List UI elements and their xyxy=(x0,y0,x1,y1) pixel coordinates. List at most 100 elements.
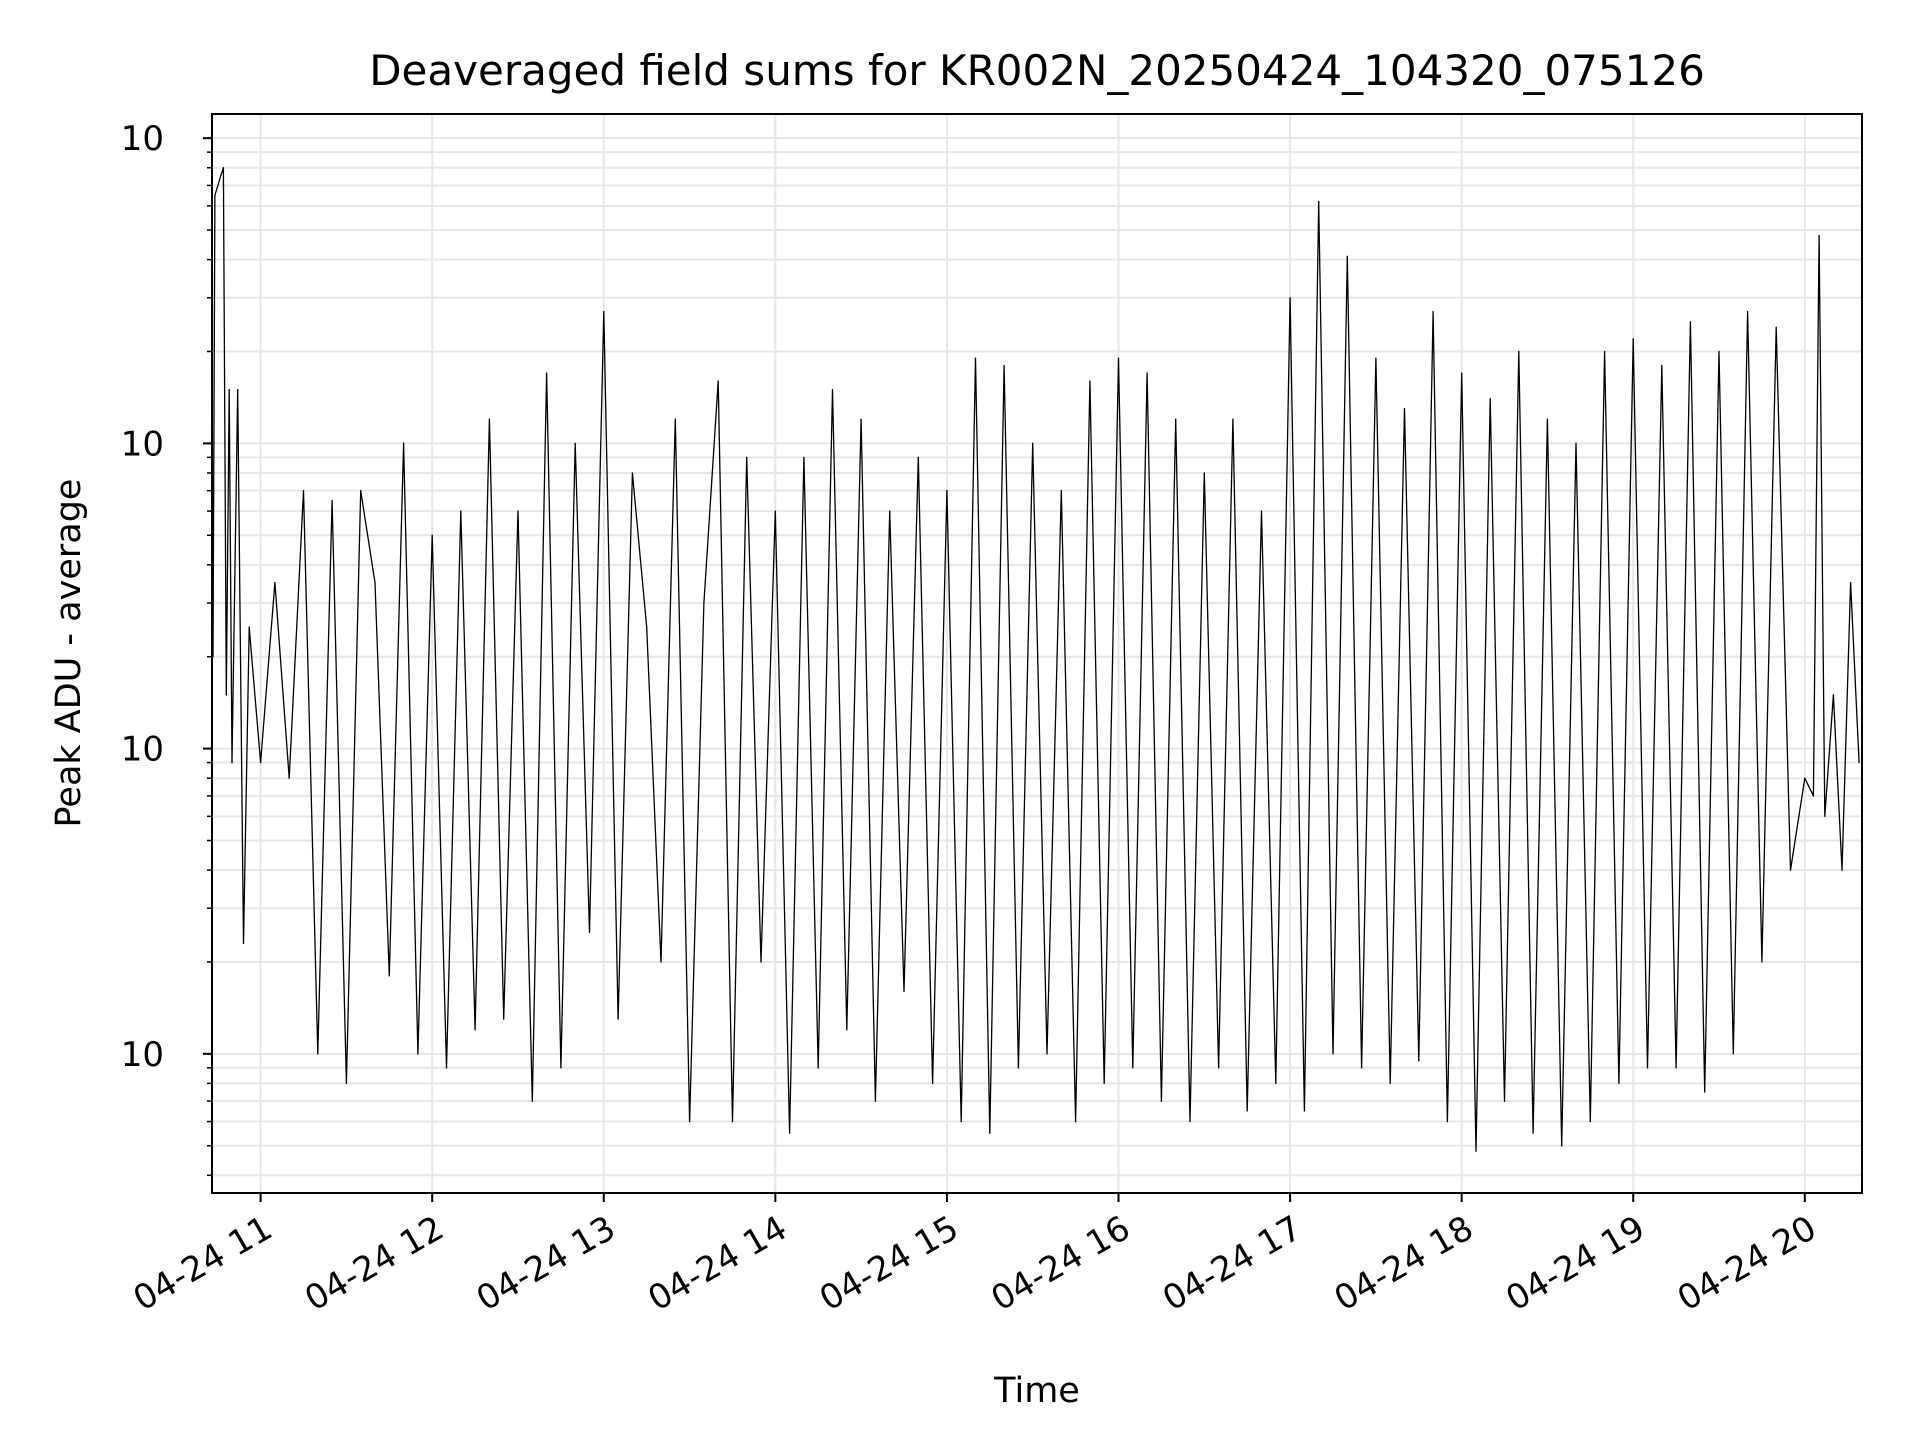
data-point xyxy=(1375,357,1377,359)
data-point xyxy=(214,194,216,196)
data-point xyxy=(1217,1067,1220,1069)
data-point xyxy=(932,1082,934,1085)
data-point xyxy=(874,1100,877,1102)
data-point xyxy=(1575,442,1577,444)
data-point xyxy=(1812,795,1814,797)
data-point xyxy=(1747,311,1749,313)
x-tick-label: 04-24 20 xyxy=(1671,1208,1823,1319)
data-point xyxy=(831,389,834,391)
data-point xyxy=(1618,1082,1620,1085)
data-point xyxy=(474,1029,476,1031)
data-point xyxy=(1432,311,1434,313)
data-point xyxy=(228,389,230,391)
data-point xyxy=(345,1082,348,1085)
data-point xyxy=(1032,442,1034,444)
data-point xyxy=(545,372,548,374)
data-point xyxy=(1318,200,1320,203)
data-point xyxy=(1661,364,1663,367)
data-point xyxy=(1532,1132,1534,1134)
data-point xyxy=(1117,357,1120,359)
data-point xyxy=(274,581,276,584)
data-point xyxy=(1232,418,1234,420)
data-point xyxy=(1489,398,1491,400)
data-point xyxy=(460,510,462,512)
data-point xyxy=(417,1053,419,1055)
x-ticks: 04-24 11 04-24 12 04-24 13 04-24 14 04-24 15… xyxy=(127,1193,1823,1319)
data-point xyxy=(248,626,250,628)
data-point xyxy=(1824,815,1826,817)
data-point xyxy=(1075,1120,1077,1123)
data-point xyxy=(488,418,490,420)
data-point xyxy=(237,389,239,391)
data-point xyxy=(960,1120,962,1123)
data-point xyxy=(574,442,576,444)
data-point xyxy=(225,694,227,696)
chart-title: Deaveraged field sums for KR002N_2025042… xyxy=(369,46,1705,95)
data-point xyxy=(431,534,433,536)
data-point xyxy=(231,761,233,764)
x-tick-label: 04-24 13 xyxy=(470,1208,622,1319)
data-point xyxy=(1689,321,1692,323)
data-point xyxy=(617,1018,619,1020)
data-point xyxy=(1849,581,1852,584)
data-point xyxy=(789,1132,791,1134)
data-point xyxy=(1303,1110,1305,1112)
data-point xyxy=(1561,1145,1563,1147)
data-point xyxy=(903,990,905,993)
data-point xyxy=(760,961,762,963)
data-point xyxy=(388,975,390,977)
data-point xyxy=(1160,1100,1162,1102)
data-point xyxy=(1203,472,1205,474)
data-point xyxy=(1060,490,1062,492)
data-point xyxy=(1475,1150,1477,1152)
data-point xyxy=(1804,777,1806,779)
data-point xyxy=(317,1053,319,1055)
data-point xyxy=(1003,364,1005,367)
data-point xyxy=(1818,234,1820,237)
data-point xyxy=(1332,1053,1334,1055)
data-point xyxy=(889,510,891,512)
data-point xyxy=(717,380,719,382)
data-point xyxy=(517,510,519,512)
data-point xyxy=(288,777,290,779)
y-ticks: 105106107108 xyxy=(121,119,212,1177)
data-point xyxy=(1389,1082,1391,1085)
data-point xyxy=(974,357,977,359)
data-point xyxy=(360,490,362,492)
data-point xyxy=(588,931,591,933)
data-point xyxy=(1089,380,1091,382)
data-point xyxy=(1260,510,1263,512)
data-point xyxy=(331,499,333,502)
x-tick-label: 04-24 15 xyxy=(813,1208,965,1319)
data-point xyxy=(242,942,245,945)
data-point xyxy=(560,1067,562,1069)
data-point xyxy=(646,626,648,628)
data-point xyxy=(1017,1067,1020,1069)
y-tick-label: 10 xyxy=(121,424,164,464)
data-point xyxy=(1675,1067,1677,1069)
data-point xyxy=(1503,1100,1506,1102)
y-tick-label: 10 xyxy=(121,730,164,770)
data-point xyxy=(660,961,662,963)
data-point xyxy=(1718,350,1720,353)
data-point xyxy=(946,490,948,492)
data-point xyxy=(445,1067,448,1069)
data-point xyxy=(402,442,405,444)
data-point xyxy=(1789,869,1792,871)
data-point xyxy=(1761,961,1763,963)
data-point xyxy=(1704,1091,1706,1093)
data-point xyxy=(731,1120,734,1123)
data-point xyxy=(1858,761,1860,764)
series-line xyxy=(212,167,1860,1152)
data-point xyxy=(603,311,605,313)
data-point xyxy=(1246,1110,1248,1112)
data-point xyxy=(846,1029,848,1031)
data-point xyxy=(1604,350,1606,353)
plot-frame xyxy=(211,113,1863,1194)
data-point xyxy=(1646,1067,1649,1069)
data-point xyxy=(631,472,633,474)
x-tick-label: 04-24 14 xyxy=(641,1208,793,1319)
data-point xyxy=(803,456,805,458)
